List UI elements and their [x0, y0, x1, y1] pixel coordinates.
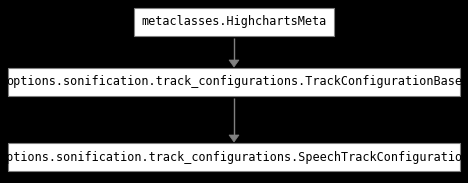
Text: options.sonification.track_configurations.TrackConfigurationBase: options.sonification.track_configuration…	[6, 76, 462, 89]
FancyBboxPatch shape	[8, 143, 460, 171]
Polygon shape	[229, 135, 239, 142]
Text: metaclasses.HighchartsMeta: metaclasses.HighchartsMeta	[141, 16, 327, 29]
Polygon shape	[229, 60, 239, 67]
FancyBboxPatch shape	[8, 68, 460, 96]
Text: options.sonification.track_configurations.SpeechTrackConfiguration: options.sonification.track_configuration…	[0, 150, 468, 163]
FancyBboxPatch shape	[134, 8, 334, 36]
